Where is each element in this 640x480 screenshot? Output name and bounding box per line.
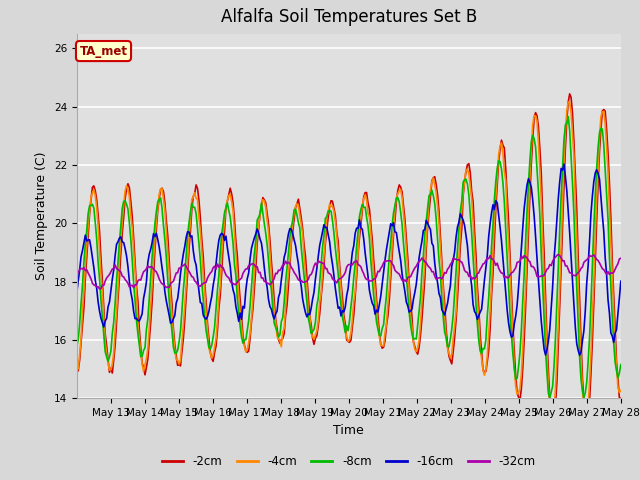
-2cm [616,395,623,401]
-2cm [73,368,81,374]
-32cm [96,286,104,292]
-16cm [576,352,584,358]
-2cm [541,292,549,298]
Legend: -2cm, -4cm, -8cm, -16cm, -32cm: -2cm, -4cm, -8cm, -16cm, -32cm [157,450,540,473]
Line: -4cm: -4cm [77,102,621,419]
-4cm [616,390,623,396]
-2cm [550,421,558,427]
-8cm [546,395,554,401]
-32cm [616,256,623,262]
-16cm [616,295,623,301]
-4cm [617,387,625,393]
-8cm [73,344,81,350]
-2cm [566,91,573,97]
-8cm [461,177,468,182]
-4cm [564,99,572,105]
-4cm [353,267,360,273]
-32cm [92,283,99,288]
-16cm [461,223,468,228]
-32cm [110,265,118,271]
-16cm [73,290,81,296]
-16cm [541,352,549,358]
-16cm [92,277,99,283]
-2cm [353,274,360,280]
-8cm [353,244,360,250]
-32cm [73,268,81,274]
-4cm [73,368,81,374]
-4cm [108,361,116,367]
Line: -2cm: -2cm [77,94,621,424]
-8cm [108,331,116,336]
Line: -32cm: -32cm [77,254,621,289]
-8cm [616,370,623,376]
-32cm [354,262,362,267]
-16cm [617,278,625,284]
-2cm [108,370,116,376]
-2cm [92,188,99,193]
Text: TA_met: TA_met [79,45,127,58]
-8cm [617,362,625,368]
-2cm [461,179,468,184]
-2cm [617,396,625,401]
-8cm [541,347,549,353]
-8cm [564,114,572,120]
-4cm [92,193,99,199]
-8cm [92,220,99,226]
-32cm [543,266,551,272]
-4cm [548,416,556,422]
Y-axis label: Soil Temperature (C): Soil Temperature (C) [35,152,48,280]
-32cm [554,252,562,257]
Line: -8cm: -8cm [77,117,621,398]
-16cm [353,225,360,231]
X-axis label: Time: Time [333,424,364,437]
-32cm [617,255,625,261]
-4cm [541,312,549,318]
-16cm [560,161,568,167]
-32cm [462,269,470,275]
Line: -16cm: -16cm [77,164,621,355]
Title: Alfalfa Soil Temperatures Set B: Alfalfa Soil Temperatures Set B [221,9,477,26]
-16cm [108,276,116,282]
-4cm [461,178,468,183]
